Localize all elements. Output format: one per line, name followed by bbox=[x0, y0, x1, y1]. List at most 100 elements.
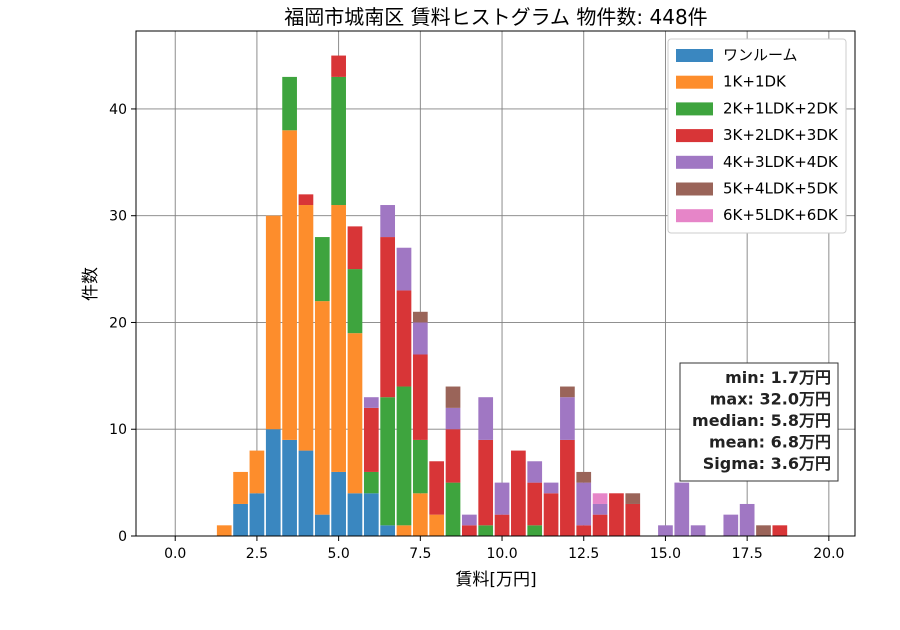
y-tick-label: 0 bbox=[118, 529, 127, 545]
bar-segment bbox=[380, 397, 396, 526]
bar-segment bbox=[282, 76, 297, 131]
bar-segment bbox=[380, 525, 396, 536]
bar-segment bbox=[494, 514, 510, 536]
x-tick-label: 5.0 bbox=[327, 546, 349, 562]
legend-swatch bbox=[676, 155, 713, 169]
bar-segment bbox=[363, 493, 379, 536]
bar-segment bbox=[462, 514, 477, 526]
bar-segment bbox=[216, 525, 232, 536]
x-tick-label: 12.5 bbox=[568, 546, 599, 562]
bar-segment bbox=[331, 55, 346, 77]
stats-line: Sigma: 3.6万円 bbox=[703, 454, 831, 473]
bar-segment bbox=[527, 482, 543, 526]
bar-segment bbox=[592, 493, 608, 504]
bar-segment bbox=[347, 269, 363, 334]
chart-title: 福岡市城南区 賃料ヒストグラム 物件数: 448件 bbox=[284, 5, 707, 29]
bar-segment bbox=[265, 429, 281, 536]
bar-segment bbox=[560, 397, 575, 440]
stats-box-frame bbox=[679, 362, 839, 482]
bar-segment bbox=[282, 130, 297, 440]
bars bbox=[216, 55, 788, 536]
y-tick-label: 10 bbox=[109, 422, 127, 438]
bar-segment bbox=[527, 525, 543, 536]
y-axis-label: 件数 bbox=[81, 267, 101, 301]
stats-line: median: 5.8万円 bbox=[692, 411, 831, 430]
bar-segment bbox=[347, 333, 363, 494]
bar-segment bbox=[756, 525, 771, 536]
stats-line: mean: 6.8万円 bbox=[709, 433, 831, 452]
bar-segment bbox=[560, 386, 575, 398]
bar-segment bbox=[625, 493, 641, 504]
bar-segment bbox=[412, 311, 428, 323]
bar-segment bbox=[576, 482, 592, 526]
bar-segment bbox=[511, 450, 526, 536]
x-axis-label: 賃料[万円] bbox=[455, 570, 536, 590]
bar-segment bbox=[314, 514, 330, 536]
legend-label: 6K+5LDK+6DK bbox=[723, 206, 839, 224]
bar-segment bbox=[363, 397, 379, 408]
bar-segment bbox=[265, 215, 281, 430]
bar-segment bbox=[445, 407, 461, 430]
legend: ワンルーム 1K+1DK 2K+1LDK+2DK 3K+2LDK+3DK 4K+3LDK… bbox=[667, 38, 847, 234]
bar-segment bbox=[412, 322, 428, 355]
bar-segment bbox=[723, 514, 739, 536]
bar-segment bbox=[592, 503, 608, 515]
bar-segment bbox=[380, 237, 396, 398]
bar-segment bbox=[412, 354, 428, 440]
bar-segment bbox=[396, 247, 412, 291]
bar-segment bbox=[233, 503, 248, 536]
bar-segment bbox=[429, 514, 445, 536]
bar-segment bbox=[445, 386, 461, 408]
bar-segment bbox=[396, 290, 412, 387]
bar-segment bbox=[331, 76, 346, 206]
bar-segment bbox=[347, 493, 363, 536]
x-tick-label: 20.0 bbox=[813, 546, 844, 562]
legend-swatch bbox=[676, 49, 713, 62]
bar-segment bbox=[527, 461, 543, 483]
bar-segment bbox=[363, 471, 379, 494]
bar-segment bbox=[478, 525, 494, 536]
y-tick-label: 30 bbox=[109, 209, 127, 225]
bar-segment bbox=[576, 471, 592, 483]
x-axis-ticks: 0.0 2.5 5.0 7.5 10.0 12.5 15.0 17.5 20.0 bbox=[164, 536, 844, 562]
bar-segment bbox=[412, 439, 428, 494]
bar-segment bbox=[249, 450, 265, 494]
legend-swatch bbox=[676, 182, 713, 196]
bar-segment bbox=[478, 397, 494, 440]
bar-segment bbox=[625, 503, 641, 536]
bar-segment bbox=[396, 386, 412, 526]
y-tick-label: 40 bbox=[109, 102, 127, 118]
bar-segment bbox=[298, 450, 314, 536]
bar-segment bbox=[772, 525, 788, 536]
bar-segment bbox=[314, 237, 330, 302]
x-tick-label: 2.5 bbox=[246, 546, 268, 562]
bar-segment bbox=[478, 439, 494, 526]
y-axis-ticks: 0 10 20 30 40 bbox=[109, 102, 136, 545]
bar-segment bbox=[494, 482, 510, 515]
x-tick-label: 7.5 bbox=[409, 546, 431, 562]
bar-segment bbox=[282, 439, 297, 536]
stats-line: max: 32.0万円 bbox=[710, 390, 831, 409]
bar-segment bbox=[576, 525, 592, 536]
plot-frame bbox=[135, 30, 856, 537]
legend-swatch bbox=[676, 102, 713, 116]
bar-segment bbox=[445, 429, 461, 483]
legend-swatch bbox=[676, 75, 713, 89]
bar-segment bbox=[429, 461, 445, 515]
bar-segment bbox=[298, 194, 314, 206]
bar-segment bbox=[249, 493, 265, 536]
x-tick-label: 0.0 bbox=[164, 546, 186, 562]
stats-box: min: 1.7万円 max: 32.0万円 median: 5.8万円 mean: … bbox=[679, 362, 839, 482]
bar-segment bbox=[347, 226, 363, 270]
bar-segment bbox=[380, 205, 396, 238]
legend-label: 5K+4LDK+5DK bbox=[723, 180, 839, 198]
y-tick-label: 20 bbox=[109, 315, 127, 331]
bar-segment bbox=[609, 493, 624, 536]
bar-segment bbox=[560, 439, 575, 536]
bar-segment bbox=[543, 493, 559, 536]
bar-segment bbox=[233, 471, 248, 504]
bar-segment bbox=[739, 503, 755, 536]
legend-label: 3K+2LDK+3DK bbox=[723, 126, 839, 144]
bar-segment bbox=[331, 205, 346, 472]
